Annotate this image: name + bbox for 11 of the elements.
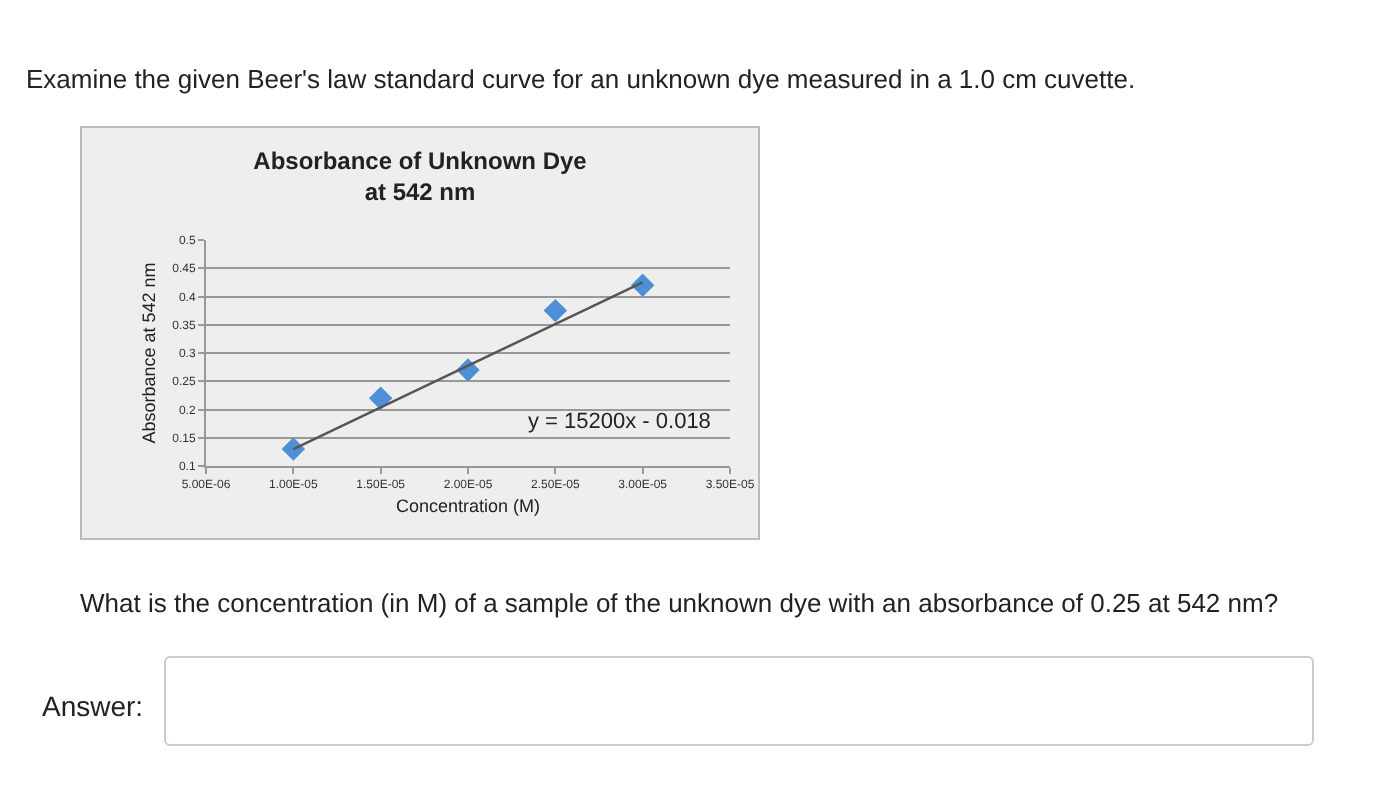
point: [281, 437, 306, 461]
text: Answer:: [42, 690, 144, 722]
point: [368, 386, 393, 410]
y-axis-title: Absorbance at 542 nm: [138, 262, 159, 444]
annotation: y = 15200x - 0.018: [528, 410, 711, 434]
point: [630, 273, 655, 297]
x-axis-title: Concentration (M): [395, 496, 541, 516]
text: Examine the given Beer's law standard curve for an unknown dye measured in a 1.0 cm cuvette.: [26, 64, 1136, 94]
point: [543, 298, 568, 323]
text: What is the concentration (in M) of a sample of the unknown dye with an absorbance of 0.25 at 542 nm?: [80, 588, 1279, 618]
chart-title: Absorbance of Unknown Dye at 542 nm: [253, 147, 588, 207]
